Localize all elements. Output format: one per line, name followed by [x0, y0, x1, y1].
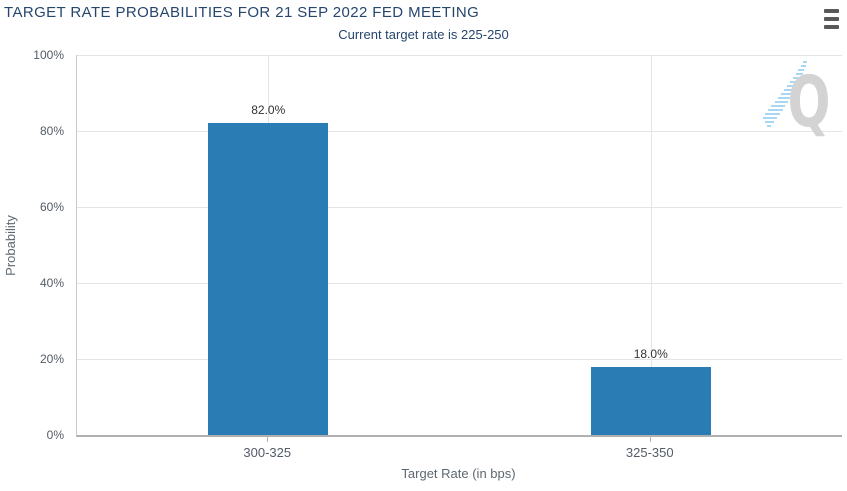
- y-axis-labels: 0% 20% 40% 60% 80% 100%: [0, 48, 70, 442]
- x-tick-label: 325-350: [625, 445, 674, 460]
- chart-title: TARGET RATE PROBABILITIES FOR 21 SEP 202…: [4, 4, 480, 21]
- watermark-q-letter: Q: [788, 62, 831, 141]
- quikstrike-logo: Q: [757, 56, 837, 143]
- y-tick-label: 80%: [39, 124, 64, 138]
- y-gridline: [77, 131, 842, 132]
- hamburger-icon: [824, 17, 839, 21]
- bar-value-label: 18.0%: [633, 346, 668, 361]
- bar-value-label: 82.0%: [251, 103, 286, 118]
- y-gridline: [77, 359, 842, 360]
- category-cell: 82.0%: [77, 55, 460, 435]
- x-gridline: [650, 55, 652, 435]
- y-gridline: [77, 207, 842, 208]
- probability-bar[interactable]: [590, 366, 711, 435]
- y-tick-label: 0%: [46, 428, 64, 442]
- y-tick-label: 60%: [39, 200, 64, 214]
- x-tick-mark: [267, 437, 269, 442]
- y-gridline: [77, 283, 842, 284]
- probability-bar[interactable]: [208, 123, 329, 435]
- x-axis-labels: 300-325 325-350: [76, 437, 842, 460]
- y-tick-label: 40%: [39, 276, 64, 290]
- hamburger-icon: [824, 9, 839, 13]
- context-menu-button[interactable]: [824, 9, 840, 29]
- chart-subtitle: Current target rate is 225-250: [338, 27, 509, 42]
- hamburger-icon: [824, 25, 839, 29]
- category-cell: 18.0%: [460, 55, 843, 435]
- y-tick-label: 100%: [33, 48, 64, 62]
- x-tick-mark: [649, 437, 651, 442]
- plot-area: 82.0% 18.0%: [76, 55, 842, 437]
- x-category-cell: 300-325: [76, 437, 459, 460]
- y-gridline: [77, 55, 842, 56]
- y-tick-label: 20%: [39, 352, 64, 366]
- x-category-cell: 325-350: [459, 437, 842, 460]
- x-axis-title: Target Rate (in bps): [401, 466, 516, 481]
- x-tick-label: 300-325: [243, 445, 292, 460]
